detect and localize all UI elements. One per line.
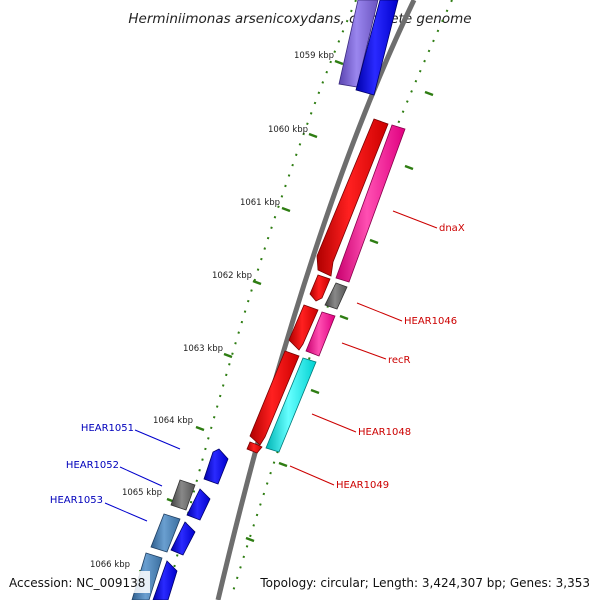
tick-label: 1066 kbp xyxy=(90,560,130,570)
gene-dnax-pink[interactable] xyxy=(335,124,406,283)
footer-accession-bg xyxy=(4,571,150,593)
gene-label-hear1052[interactable]: HEAR1052 xyxy=(66,460,119,471)
tick-label: 1065 kbp xyxy=(122,488,162,498)
gene-hear1046-gray[interactable] xyxy=(324,282,348,310)
feature-blue-top[interactable] xyxy=(355,0,399,96)
gene-label-hear1051[interactable]: HEAR1051 xyxy=(81,423,134,434)
gene-hear1052-blue[interactable] xyxy=(186,488,211,521)
tick-label: 1064 kbp xyxy=(153,416,193,426)
footer-summary-bg xyxy=(258,571,596,593)
gene-label-hear1053[interactable]: HEAR1053 xyxy=(50,495,103,506)
gene-dnax-cds[interactable] xyxy=(316,118,389,277)
gene-recr-red[interactable] xyxy=(288,304,319,351)
tick-label: 1060 kbp xyxy=(268,125,308,135)
gene-small-red-1[interactable] xyxy=(309,274,331,302)
tick-labels: 1059 kbp 1060 kbp 1061 kbp 1062 kbp 1063… xyxy=(90,51,334,570)
gene-hear1053-blue[interactable] xyxy=(170,521,196,556)
footer-accession: Accession: NC_009138 xyxy=(9,576,145,590)
outer-major-ticks xyxy=(245,90,434,543)
gene-hear1051-blue[interactable] xyxy=(203,448,229,485)
left-leader-lines xyxy=(104,429,181,522)
gene-label-recr[interactable]: recR xyxy=(388,355,411,366)
gene-recr-pink[interactable] xyxy=(305,311,336,357)
gene-hear1052-gray[interactable] xyxy=(170,479,196,511)
gene-hear1049-red[interactable] xyxy=(246,441,263,454)
right-gene-labels: dnaX HEAR1046 recR HEAR1048 HEAR1049 xyxy=(336,223,465,491)
gene-label-hear1046[interactable]: HEAR1046 xyxy=(404,316,457,327)
feature-blue-bottom[interactable] xyxy=(152,560,178,600)
tick-label: 1062 kbp xyxy=(212,271,252,281)
map-title: Herminiimonas arsenicoxydans, complete g… xyxy=(128,11,471,27)
gene-hear1053-steel[interactable] xyxy=(150,513,181,553)
left-gene-labels: HEAR1051 HEAR1052 HEAR1053 xyxy=(50,423,134,506)
tick-label: 1059 kbp xyxy=(294,51,334,61)
footer-summary: Topology: circular; Length: 3,424,307 bp… xyxy=(259,576,590,590)
right-leader-lines xyxy=(289,210,438,486)
gene-label-dnax[interactable]: dnaX xyxy=(439,223,465,234)
tick-label: 1063 kbp xyxy=(183,344,223,354)
gene-hear1048-cyan[interactable] xyxy=(265,357,317,453)
gene-label-hear1048[interactable]: HEAR1048 xyxy=(358,427,411,438)
gene-hear1048-red[interactable] xyxy=(249,350,300,446)
gene-label-hear1049[interactable]: HEAR1049 xyxy=(336,480,389,491)
tick-label: 1061 kbp xyxy=(240,198,280,208)
sequence-backbone xyxy=(215,0,417,600)
